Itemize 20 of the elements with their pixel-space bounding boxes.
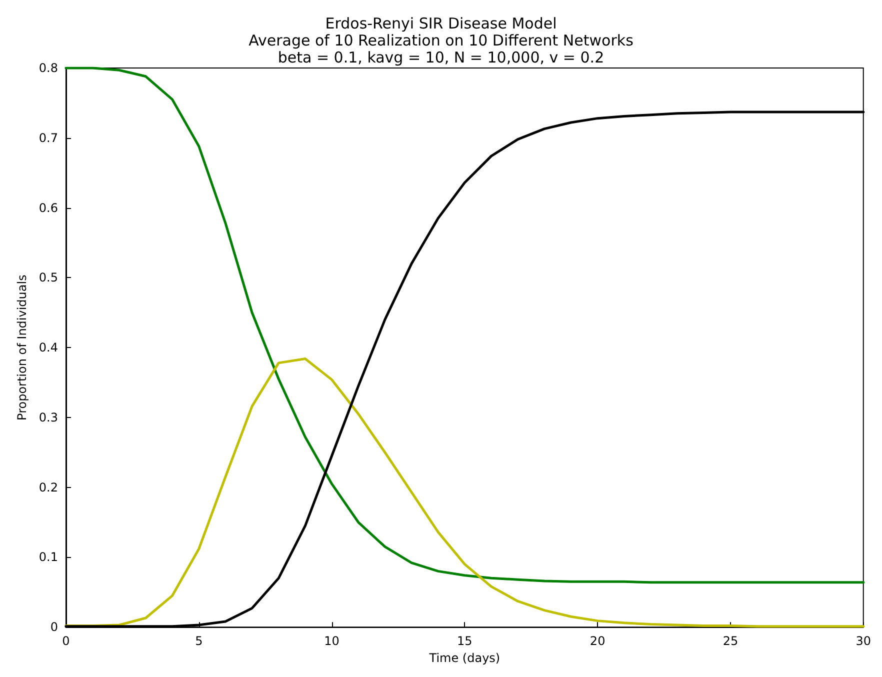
x-axis-title: Time (days) — [428, 651, 500, 665]
chart-title: Erdos-Renyi SIR Disease Model Average of 10 Realization on 10 Different Networks beta = 0.1, kavg = 10, N = 10,000, v = 0.2 — [248, 14, 634, 66]
x-tick-label: 25 — [722, 634, 738, 648]
y-tick-label: 0.4 — [38, 340, 58, 355]
y-tick-label: 0.7 — [38, 130, 58, 145]
y-tick-label: 0 — [50, 620, 58, 634]
x-tick-label: 10 — [324, 634, 340, 648]
y-tick-label: 0.6 — [38, 200, 58, 215]
line-series — [64, 66, 865, 584]
x-tick-label: 5 — [195, 634, 203, 648]
x-tick-label: 20 — [590, 634, 606, 648]
y-tick-label: 0.1 — [38, 550, 58, 564]
y-tick-label: 0.8 — [38, 61, 58, 75]
x-tick-label: 0 — [62, 634, 70, 648]
y-tick-label: 0.2 — [38, 480, 58, 494]
x-tick-label: 15 — [457, 634, 472, 648]
y-tick-label: 0.3 — [38, 410, 58, 424]
x-tick-label: 30 — [856, 634, 872, 648]
y-tick-label: 0.5 — [38, 270, 58, 285]
y-axis-title: Proportion of Individuals — [15, 274, 29, 420]
